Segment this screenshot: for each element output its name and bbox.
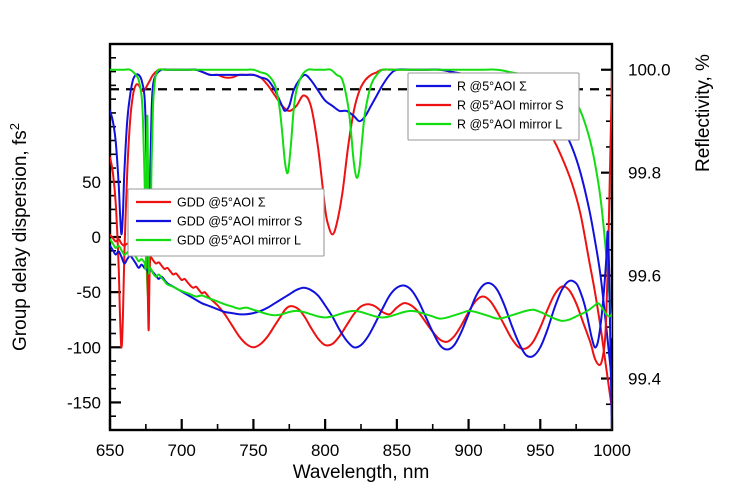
x-axis-title: Wavelength, nm [293,462,430,483]
y-axis-title-left: Group delay dispersion, fs2 [7,123,32,351]
legend-reflectivity[interactable]: R @5°AOI Σ R @5°AOI mirror S R @5°AOI mirr… [407,72,580,141]
y-tick-label-right: 100.0 [628,61,671,80]
x-tick-label: 800 [311,441,339,460]
plot-frame [108,42,614,432]
y-tick-label-left: 50 [82,173,101,192]
y-tick-label-left: 0 [92,228,101,247]
x-tick-label: 700 [168,441,196,460]
legend-gdd[interactable]: GDD @5°AOI Σ GDD @5°AOI mirror S GDD @5°AO… [127,188,325,257]
legend-label: R @5°AOI mirror L [457,118,562,132]
x-tick-label: 650 [96,441,124,460]
legend-label: GDD @5°AOI Σ [177,196,266,210]
y-tick-label-left: -50 [76,283,101,302]
x-tick-label: 850 [383,441,411,460]
y-tick-label-right: 99.8 [628,164,661,183]
legend-label: R @5°AOI Σ [457,80,527,94]
axis-tick-labels: 650 700 750 800 850 900 950 1000 50 0 -50 -100 -150 1… [67,61,671,460]
x-tick-label: 1000 [593,441,631,460]
y-tick-label-right: 99.4 [628,370,661,389]
y-tick-label-right: 99.6 [628,267,661,286]
x-tick-label: 900 [454,441,482,460]
x-tick-label: 750 [239,441,267,460]
legend-label: GDD @5°AOI mirror L [177,234,301,248]
y-tick-label-left: -150 [67,393,101,412]
curve-r-5-aoi-mirror-l [110,68,612,339]
y-axis-title-right: Reflectivity, % [693,54,714,172]
x-tick-label: 950 [526,441,554,460]
legend-label: R @5°AOI mirror S [457,99,564,113]
y-tick-label-left: -100 [67,338,101,357]
curve-gdd-5-aoi-mirror-l [110,114,612,322]
legend-box [127,188,325,257]
legend-label: GDD @5°AOI mirror S [177,215,302,229]
